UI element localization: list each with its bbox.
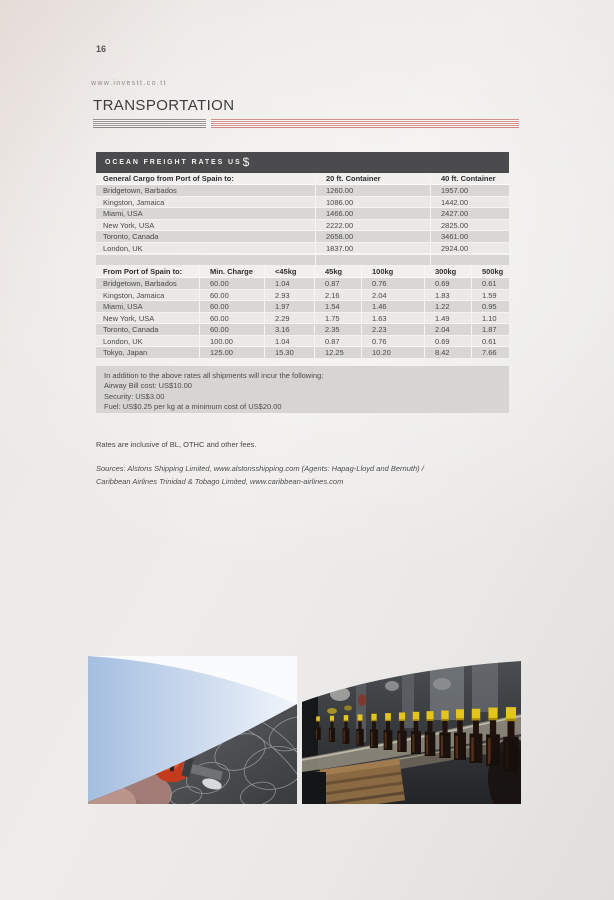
table-header-row: From Port of Spain to: Min. Charge <45kg… bbox=[96, 266, 509, 278]
machinery-photo bbox=[88, 656, 297, 804]
column-header: 40 ft. Container bbox=[430, 173, 509, 184]
table-row: Kingston, Jamaica 1086.00 1442.00 bbox=[96, 196, 509, 208]
sources-line: Caribbean Airlines Trinidad & Tobago Lim… bbox=[96, 476, 344, 486]
ocean-freight-table: General Cargo from Port of Spain to: 20 … bbox=[96, 173, 509, 266]
column-header: 20 ft. Container bbox=[315, 173, 430, 184]
page-number: 16 bbox=[96, 44, 107, 54]
column-header: Min. Charge bbox=[199, 266, 264, 277]
inclusive-note: Rates are inclusive of BL, OTHC and othe… bbox=[96, 440, 257, 449]
bottling-line-photo bbox=[302, 656, 521, 804]
column-header: 300kg bbox=[424, 266, 471, 277]
red-stripe-rule bbox=[211, 119, 519, 128]
surcharge-item: Security: US$3.00 bbox=[104, 391, 165, 401]
air-freight-table: From Port of Spain to: Min. Charge <45kg… bbox=[96, 266, 509, 359]
column-header: 45kg bbox=[314, 266, 361, 277]
website-url: www.investt.co.tt bbox=[91, 80, 167, 87]
table-row: New York, USA 60.00 2.29 1.75 1.63 1.49 … bbox=[96, 312, 509, 324]
column-header: From Port of Spain to: bbox=[103, 267, 183, 276]
sources-line: Sources: Alstons Shipping Limited, www.a… bbox=[96, 464, 424, 473]
table-row: Bridgetown, Barbados 60.00 1.04 0.87 0.7… bbox=[96, 278, 509, 290]
column-header: <45kg bbox=[264, 266, 314, 277]
surcharge-intro: In addition to the above rates all shipm… bbox=[104, 371, 324, 380]
gray-stripe-rule bbox=[93, 119, 206, 128]
table-row: London, UK 100.00 1.04 0.87 0.76 0.69 0.… bbox=[96, 335, 509, 347]
table-row: Miami, USA 1466.00 2427.00 bbox=[96, 208, 509, 220]
table-row: Toronto, Canada 60.00 3.16 2.35 2.23 2.0… bbox=[96, 324, 509, 336]
sources-note: Sources: Alstons Shipping Limited, www.a… bbox=[96, 463, 516, 488]
surcharge-item: Airway Bill cost: US$10.00 bbox=[104, 381, 192, 391]
table-spacer-row bbox=[96, 255, 509, 266]
banner-label: OCEAN FREIGHT RATES US bbox=[105, 159, 242, 166]
table-row: Tokyo, Japan 125.00 15.30 12.25 10.20 8.… bbox=[96, 347, 509, 359]
table-row: Miami, USA 60.00 1.97 1.54 1.46 1.22 0.9… bbox=[96, 301, 509, 313]
table-row: New York, USA 2222.00 2825.00 bbox=[96, 219, 509, 231]
surcharge-item: Fuel: US$0.25 per kg at a minimum cost o… bbox=[104, 401, 282, 411]
table-row: Kingston, Jamaica 60.00 2.93 2.16 2.04 1… bbox=[96, 289, 509, 301]
column-header: General Cargo from Port of Spain to: bbox=[103, 174, 234, 183]
banner-currency: $ bbox=[242, 154, 250, 169]
table-row: London, UK 1837.00 2924.00 bbox=[96, 242, 509, 254]
section-banner: OCEAN FREIGHT RATES US $ bbox=[96, 152, 509, 173]
page-title: TRANSPORTATION bbox=[93, 97, 235, 114]
column-header: 100kg bbox=[361, 266, 424, 277]
table-row: Toronto, Canada 2658.00 3461.00 bbox=[96, 231, 509, 243]
surcharges-note-box: In addition to the above rates all shipm… bbox=[96, 366, 509, 413]
table-row: Bridgetown, Barbados 1260.00 1957.00 bbox=[96, 185, 509, 197]
table-header-row: General Cargo from Port of Spain to: 20 … bbox=[96, 173, 509, 185]
column-header: 500kg bbox=[471, 266, 509, 277]
